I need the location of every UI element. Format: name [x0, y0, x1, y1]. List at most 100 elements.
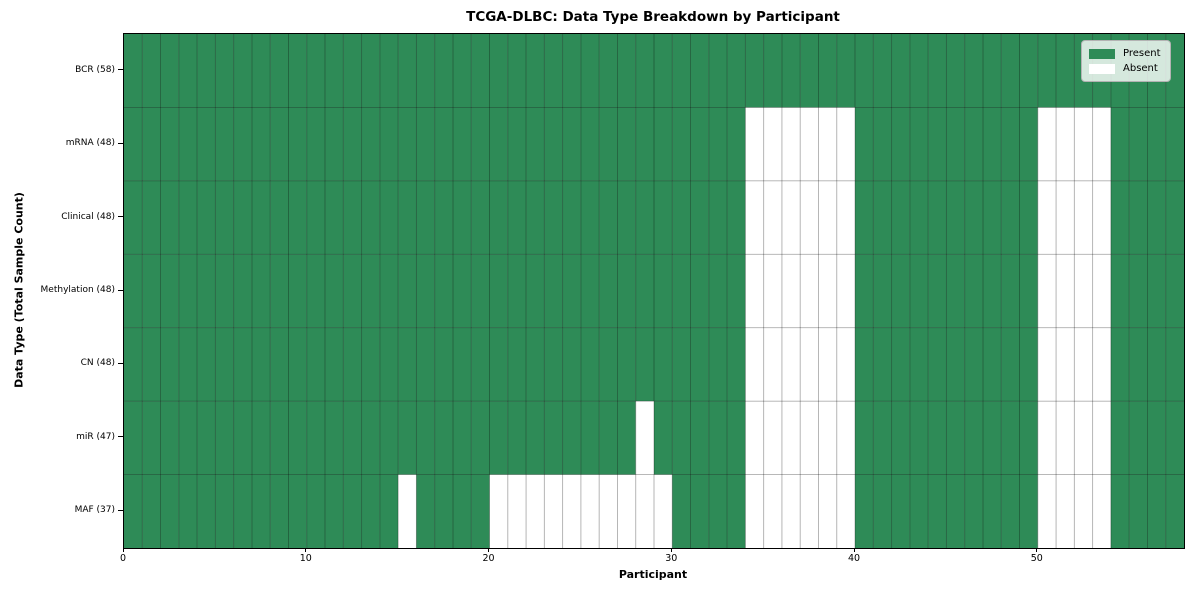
heatmap-cell: [251, 474, 271, 548]
x-tick-label: 30: [665, 553, 678, 564]
heatmap-cell: [544, 401, 563, 475]
heatmap-cell: [526, 107, 545, 181]
heatmap-cell: [1074, 401, 1093, 475]
heatmap-cell: [818, 254, 837, 328]
heatmap-cell: [215, 327, 234, 402]
heatmap-cell: [251, 401, 271, 475]
heatmap-cell: [781, 254, 801, 328]
heatmap-cell: [471, 474, 490, 548]
x-tick-label: 10: [299, 553, 312, 564]
heatmap-cell: [1165, 107, 1184, 181]
heatmap-cell: [507, 401, 527, 475]
heatmap-cell: [251, 107, 271, 181]
heatmap-cell: [398, 474, 417, 548]
chart-title: TCGA-DLBC: Data Type Breakdown by Partic…: [466, 9, 840, 25]
heatmap-cell: [836, 34, 856, 108]
heatmap-cell: [928, 254, 947, 328]
heatmap-cell: [727, 254, 746, 328]
heatmap-cell: [452, 401, 472, 475]
heatmap-cell: [1056, 401, 1075, 475]
heatmap-cell: [781, 34, 801, 108]
heatmap-cell: [800, 34, 819, 108]
heatmap-cell: [599, 180, 618, 255]
heatmap-cell: [1147, 401, 1166, 475]
heatmap-cell: [635, 327, 654, 402]
heatmap-cell: [617, 401, 636, 475]
heatmap-cell: [580, 401, 600, 475]
x-tick-label: 20: [482, 553, 495, 564]
heatmap-cell: [489, 254, 508, 328]
heatmap-cell: [873, 327, 892, 402]
heatmap-cell: [1074, 474, 1093, 548]
heatmap-plot-area: [123, 33, 1185, 549]
heatmap-cell: [855, 107, 874, 181]
heatmap-cell: [672, 254, 691, 328]
heatmap-cell: [1037, 34, 1057, 108]
heatmap-cell: [617, 34, 636, 108]
heatmap-cell: [178, 180, 198, 255]
heatmap-cell: [781, 401, 801, 475]
heatmap-cell: [197, 401, 216, 475]
heatmap-cell: [215, 107, 234, 181]
heatmap-cell: [1165, 180, 1184, 255]
heatmap-cell: [1092, 107, 1111, 181]
heatmap-cell: [197, 180, 216, 255]
heatmap-cell: [781, 474, 801, 548]
heatmap-cell: [562, 34, 581, 108]
heatmap-cell: [434, 474, 453, 548]
heatmap-cell: [398, 254, 417, 328]
heatmap-cell: [745, 254, 764, 328]
heatmap-cell: [288, 180, 307, 255]
heatmap-cell: [982, 107, 1002, 181]
heatmap-cell: [160, 254, 179, 328]
heatmap-cell: [1056, 254, 1075, 328]
heatmap-cell: [361, 254, 380, 328]
heatmap-cell: [215, 180, 234, 255]
y-tick-mark: [118, 436, 123, 438]
heatmap-cell: [507, 327, 527, 402]
heatmap-cell: [1037, 474, 1057, 548]
heatmap-cell: [251, 180, 271, 255]
heatmap-cell: [379, 327, 399, 402]
heatmap-cell: [1074, 254, 1093, 328]
heatmap-cell: [1037, 327, 1057, 402]
heatmap-cell: [800, 254, 819, 328]
heatmap-cell: [818, 474, 837, 548]
heatmap-cell: [215, 34, 234, 108]
heatmap-cell: [124, 34, 143, 108]
heatmap-cell: [855, 180, 874, 255]
heatmap-cell: [434, 401, 453, 475]
heatmap-cell: [800, 401, 819, 475]
heatmap-cell: [964, 107, 983, 181]
heatmap-cell: [434, 327, 453, 402]
heatmap-cell: [855, 401, 874, 475]
heatmap-cell: [124, 107, 143, 181]
heatmap-cell: [1165, 401, 1184, 475]
y-tick-label: miR (47): [76, 431, 115, 442]
heatmap-cell: [343, 401, 362, 475]
heatmap-cell: [708, 34, 728, 108]
heatmap-cell: [1129, 474, 1148, 548]
heatmap-cell: [178, 401, 198, 475]
heatmap-cell: [818, 327, 837, 402]
heatmap-cell: [270, 401, 289, 475]
heatmap-cell: [781, 107, 801, 181]
heatmap-cell: [654, 401, 673, 475]
heatmap-cell: [745, 474, 764, 548]
heatmap-cell: [489, 180, 508, 255]
heatmap-cell: [489, 107, 508, 181]
heatmap-cell: [562, 254, 581, 328]
heatmap-cell: [690, 327, 709, 402]
heatmap-cell: [325, 180, 344, 255]
heatmap-cell: [124, 401, 143, 475]
heatmap-cell: [1165, 327, 1184, 402]
heatmap-cell: [489, 327, 508, 402]
heatmap-cell: [197, 327, 216, 402]
heatmap-cell: [142, 34, 161, 108]
heatmap-cell: [855, 327, 874, 402]
heatmap-cell: [379, 474, 399, 548]
heatmap-cell: [270, 474, 289, 548]
heatmap-cell: [708, 401, 728, 475]
heatmap-cell: [672, 34, 691, 108]
heatmap-cell: [690, 107, 709, 181]
